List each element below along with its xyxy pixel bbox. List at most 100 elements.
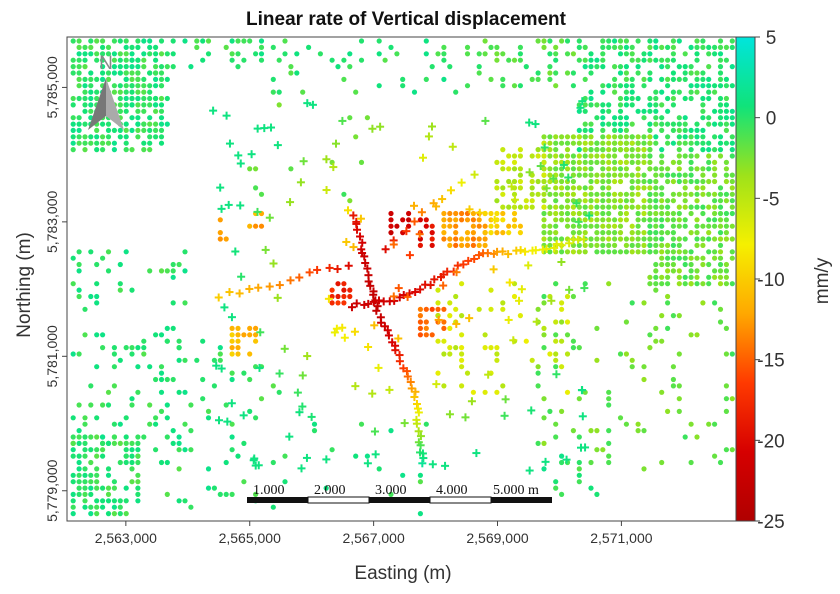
data-point	[517, 204, 524, 210]
data-point	[100, 140, 106, 146]
data-point	[100, 504, 106, 510]
data-cross	[370, 427, 379, 436]
data-point	[547, 172, 553, 178]
data-point	[482, 345, 488, 351]
data-point	[135, 76, 141, 82]
data-point	[635, 217, 641, 223]
data-point	[612, 242, 618, 248]
data-point	[276, 389, 282, 395]
data-point	[676, 89, 682, 95]
data-point	[94, 57, 100, 63]
data-point	[629, 159, 635, 165]
data-point	[682, 204, 688, 210]
data-cross	[525, 118, 534, 127]
data-point	[129, 287, 135, 293]
data-point	[688, 459, 694, 466]
data-cross	[531, 120, 540, 129]
data-point	[617, 70, 624, 76]
data-point	[488, 306, 494, 312]
data-point	[147, 38, 153, 44]
data-point	[659, 217, 665, 223]
data-point	[100, 147, 106, 153]
data-point	[564, 332, 571, 338]
data-point	[717, 44, 724, 51]
data-point	[70, 95, 76, 102]
data-point	[247, 166, 253, 172]
data-point	[100, 70, 106, 76]
data-point	[635, 95, 641, 102]
data-point	[117, 89, 123, 95]
data-cross	[349, 243, 358, 252]
data-point	[200, 376, 206, 383]
data-point	[729, 447, 735, 453]
data-point	[153, 108, 159, 114]
data-point	[676, 210, 682, 217]
data-point	[547, 153, 553, 159]
data-point	[629, 172, 635, 178]
data-point	[659, 459, 665, 466]
data-point	[723, 351, 730, 357]
data-point	[153, 376, 159, 383]
data-point	[623, 210, 630, 217]
data-cross	[547, 296, 556, 305]
data-point	[570, 204, 577, 210]
data-point	[612, 153, 618, 159]
data-point	[665, 140, 671, 146]
data-point	[470, 242, 476, 248]
data-cross	[267, 123, 276, 132]
data-point	[547, 351, 553, 357]
data-point	[723, 121, 730, 127]
data-point	[517, 83, 524, 89]
data-cross	[470, 170, 479, 179]
data-point	[529, 204, 535, 210]
data-point	[706, 223, 712, 229]
data-point	[135, 485, 141, 491]
data-point	[82, 108, 88, 114]
data-point	[582, 172, 588, 178]
data-point	[717, 115, 724, 121]
data-point	[617, 121, 624, 127]
data-point	[117, 57, 123, 63]
data-point	[258, 38, 265, 44]
data-point	[641, 376, 647, 383]
data-point	[188, 428, 194, 434]
data-point	[70, 351, 76, 357]
data-point	[606, 147, 612, 153]
data-point	[676, 178, 682, 185]
data-point	[694, 44, 700, 51]
data-point	[105, 440, 112, 446]
data-point	[600, 166, 606, 172]
data-point	[682, 153, 688, 159]
data-point	[76, 287, 82, 293]
data-point	[341, 76, 347, 82]
data-point	[211, 383, 217, 389]
data-point	[453, 230, 459, 236]
data-point	[617, 415, 624, 421]
data-point	[253, 332, 259, 338]
chart-title: Linear rate of Vertical displacement	[246, 9, 567, 30]
data-point	[588, 198, 594, 204]
data-point	[700, 281, 706, 287]
data-point	[670, 121, 677, 127]
data-cross	[285, 432, 294, 441]
colorbar-tick-label: 5	[766, 28, 777, 49]
data-cross	[372, 306, 381, 315]
data-point	[82, 134, 88, 140]
data-point	[729, 351, 735, 357]
data-point	[111, 485, 117, 491]
data-point	[647, 147, 653, 153]
data-point	[105, 51, 112, 57]
data-point	[729, 134, 735, 140]
data-cross	[350, 327, 359, 336]
data-point	[223, 491, 229, 497]
data-point	[688, 268, 694, 274]
data-point	[511, 159, 518, 165]
data-point	[482, 210, 488, 217]
data-point	[670, 172, 677, 178]
data-point	[500, 147, 506, 153]
data-point	[641, 204, 647, 210]
data-point	[717, 140, 724, 146]
data-point	[635, 159, 641, 165]
data-cross	[245, 284, 254, 293]
data-point	[717, 459, 724, 466]
